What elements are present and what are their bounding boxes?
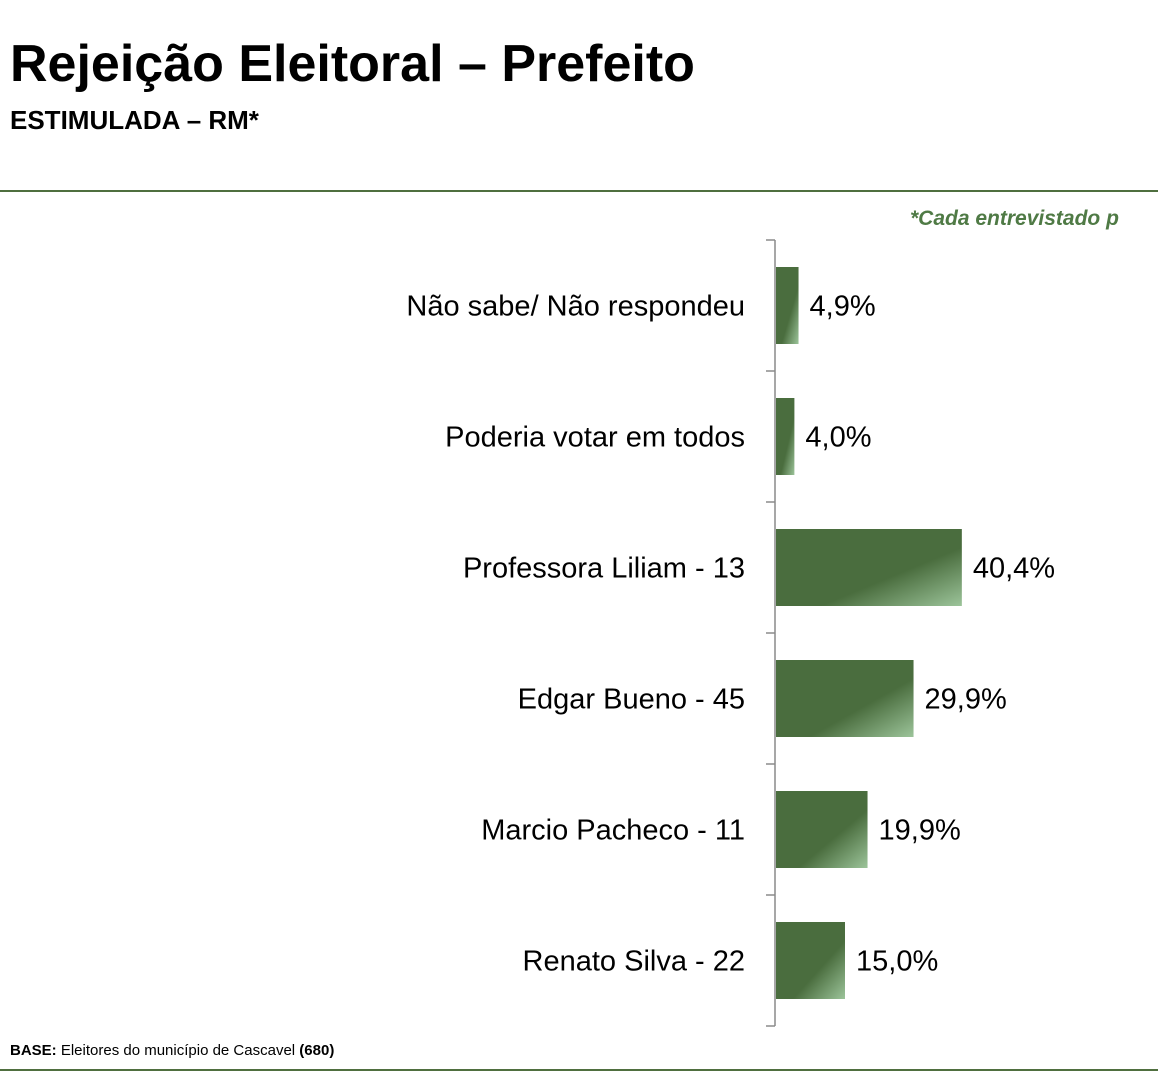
value-label: 4,9% (810, 291, 876, 323)
page-subtitle: ESTIMULADA – RM* (10, 105, 259, 135)
page-title: Rejeição Eleitoral – Prefeito (10, 35, 695, 93)
top-divider (0, 190, 1158, 192)
bottom-divider (0, 1069, 1158, 1071)
value-label: 19,9% (879, 815, 961, 847)
base-count: (680) (299, 1042, 335, 1059)
bar (776, 791, 868, 868)
base-label: BASE: (10, 1042, 57, 1059)
base-text: Eleitores do município de Cascavel (56, 1042, 300, 1059)
category-label: Poderia votar em todos (445, 422, 745, 454)
value-label: 29,9% (925, 684, 1007, 716)
category-label: Renato Silva - 22 (523, 946, 745, 978)
footnote-note: *Cada entrevistado p (910, 207, 1119, 230)
category-label: Edgar Bueno - 45 (518, 684, 745, 716)
value-label: 15,0% (856, 946, 938, 978)
category-label: Não sabe/ Não respondeu (406, 291, 745, 323)
bar (776, 660, 914, 737)
rejection-bar-chart: Não sabe/ Não respondeu 4,9% Poderia votar… (406, 239, 1055, 1027)
category-label: Professora Liliam - 13 (463, 553, 745, 585)
bar (776, 267, 799, 344)
bar (776, 398, 795, 475)
value-label: 4,0% (805, 422, 871, 454)
bar (776, 922, 845, 999)
bar (776, 529, 962, 606)
base-footnote: BASE: Eleitores do município de Cascavel… (10, 1043, 334, 1058)
value-label: 40,4% (973, 553, 1055, 585)
category-label: Marcio Pacheco - 11 (481, 815, 745, 847)
